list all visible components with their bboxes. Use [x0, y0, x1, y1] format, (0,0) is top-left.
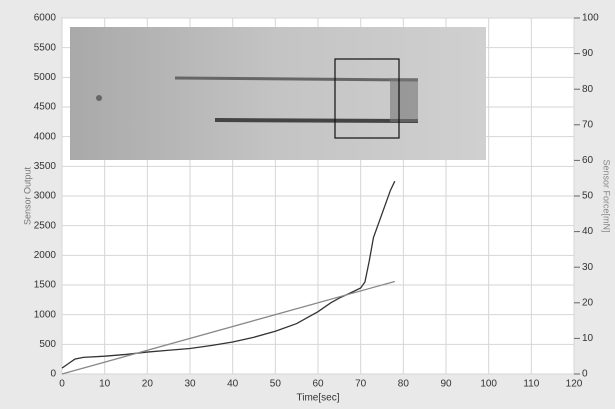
y-tick-label: 5500 [34, 42, 57, 53]
y-tick-label: 1500 [34, 280, 57, 291]
x-tick-label: 10 [99, 379, 111, 390]
x-tick-label: 50 [270, 379, 282, 390]
y-tick-label: 3000 [34, 191, 57, 202]
y-tick-label: 4500 [34, 102, 57, 113]
y2-tick-label: 100 [582, 13, 599, 24]
x-tick-label: 90 [440, 379, 452, 390]
x-tick-label: 30 [184, 379, 196, 390]
y-tick-label: 5000 [34, 72, 57, 83]
y2-axis-label: Sensor Force[mN] [602, 159, 612, 232]
x-tick-label: 120 [566, 379, 583, 390]
inset-photo [70, 27, 486, 160]
x-tick-label: 100 [480, 379, 497, 390]
y-tick-label: 500 [39, 339, 56, 350]
y-tick-label: 1000 [34, 309, 57, 320]
y-axis-label: Sensor Output [22, 166, 32, 225]
x-tick-label: 20 [142, 379, 154, 390]
y-tick-label: 4000 [34, 131, 57, 142]
data-line [61, 180, 396, 369]
y-tick-label: 2000 [34, 250, 57, 261]
y-tick-label: 3500 [34, 161, 57, 172]
y2-tick-label: 70 [582, 119, 594, 130]
x-tick-label: 40 [227, 379, 239, 390]
data-line [61, 280, 395, 375]
y2-tick-label: 0 [582, 369, 588, 380]
y-tick-label: 6000 [34, 13, 57, 24]
y2-tick-label: 60 [582, 155, 594, 166]
y2-tick-label: 10 [582, 333, 594, 344]
y2-tick-label: 80 [582, 84, 594, 95]
y-tick-label: 2500 [34, 220, 57, 231]
y2-tick-label: 30 [582, 262, 594, 273]
y2-tick-label: 90 [582, 48, 594, 59]
x-tick-label: 70 [355, 379, 367, 390]
x-tick-label: 60 [312, 379, 324, 390]
y2-tick-label: 20 [582, 297, 594, 308]
y-tick-label: 0 [50, 369, 56, 380]
x-tick-label: 0 [59, 379, 65, 390]
x-tick-label: 80 [398, 379, 410, 390]
x-axis-label: Time[sec] [297, 393, 340, 404]
y2-tick-label: 40 [582, 226, 594, 237]
x-tick-label: 110 [523, 379, 539, 390]
y2-tick-label: 50 [582, 191, 594, 202]
